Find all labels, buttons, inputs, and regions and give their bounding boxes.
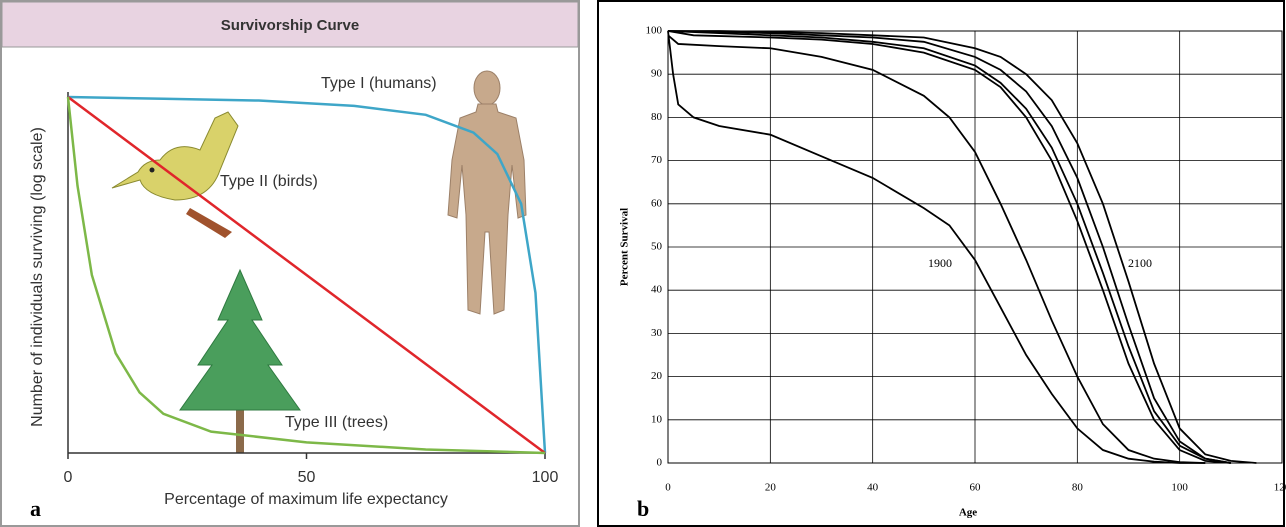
y-tick-label: 90 [651,68,663,80]
series-label: 2100 [1128,256,1152,270]
x-tick-label: 120 [1274,482,1286,494]
x-tick-label: 40 [867,482,879,494]
y-tick-label: 20 [651,370,663,382]
panel-a-header [1,1,579,48]
series-label: Type III (trees) [285,414,388,431]
x-tick-label: 60 [970,482,982,494]
series-label: Type II (birds) [220,173,318,190]
series-line [67,95,546,455]
series-label: Type I (humans) [321,75,437,92]
series-line [667,30,1206,464]
panel-label: b [637,496,649,521]
x-axis-label: Percentage of maximum life expectancy [164,491,448,508]
y-tick-label: 70 [651,154,663,166]
series-line [667,30,1231,464]
chart-title: Survivorship Curve [221,17,359,34]
x-tick-label: 50 [298,469,316,486]
series-label: 1900 [928,256,952,270]
y-axis-label: Percent Survival [619,208,631,286]
series-line [667,34,1206,464]
panel-label: a [30,496,41,521]
x-tick-label: 0 [665,482,671,494]
x-axis-label: Age [959,507,977,519]
y-tick-label: 0 [657,457,663,469]
x-tick-label: 0 [64,469,73,486]
series-line [667,30,1231,464]
y-tick-label: 50 [651,241,663,253]
x-tick-label: 100 [532,469,559,486]
series-line [66,96,546,455]
y-axis-label: Number of individuals surviving (log sca… [29,127,46,427]
y-tick-label: 100 [646,25,663,37]
plot-frame [667,30,1283,464]
series-line [667,30,1231,464]
y-tick-label: 40 [651,284,663,296]
bird-illustration [111,111,239,238]
y-tick-label: 10 [651,413,663,425]
y-tick-label: 60 [651,197,663,209]
tree-illustration [179,268,301,453]
y-tick-label: 30 [651,327,663,339]
x-tick-label: 100 [1171,482,1188,494]
series-line [67,95,547,454]
y-tick-label: 80 [651,111,663,123]
x-tick-label: 80 [1072,482,1084,494]
x-tick-label: 20 [765,482,777,494]
human-illustration [447,70,527,315]
series-line [668,30,1257,464]
